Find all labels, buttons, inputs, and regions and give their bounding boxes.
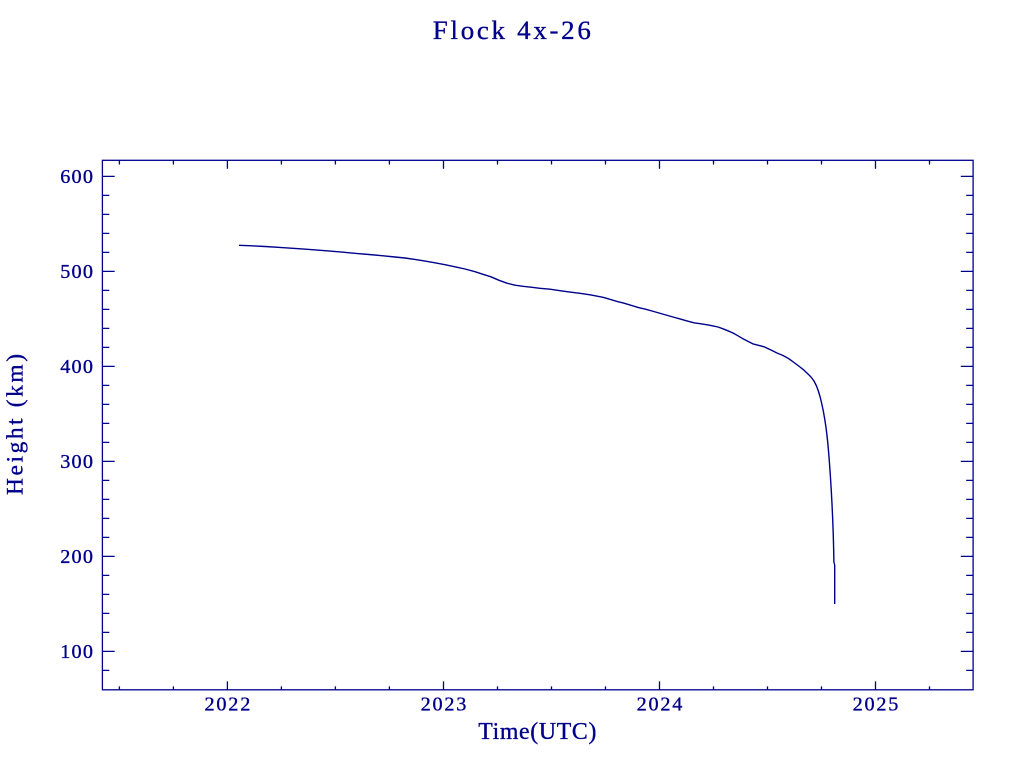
svg-text:2025: 2025 <box>853 694 899 716</box>
svg-text:2024: 2024 <box>637 694 683 716</box>
svg-text:Flock 4x-26: Flock 4x-26 <box>433 15 591 45</box>
svg-text:2023: 2023 <box>421 694 467 716</box>
svg-text:Time(UTC): Time(UTC) <box>478 719 596 745</box>
svg-text:500: 500 <box>60 261 93 283</box>
svg-text:Height (km): Height (km) <box>3 354 29 495</box>
svg-text:400: 400 <box>60 356 93 378</box>
svg-text:200: 200 <box>60 546 93 568</box>
svg-text:100: 100 <box>60 641 93 663</box>
svg-text:2022: 2022 <box>205 694 251 716</box>
svg-text:600: 600 <box>60 166 93 188</box>
svg-text:300: 300 <box>60 451 93 473</box>
